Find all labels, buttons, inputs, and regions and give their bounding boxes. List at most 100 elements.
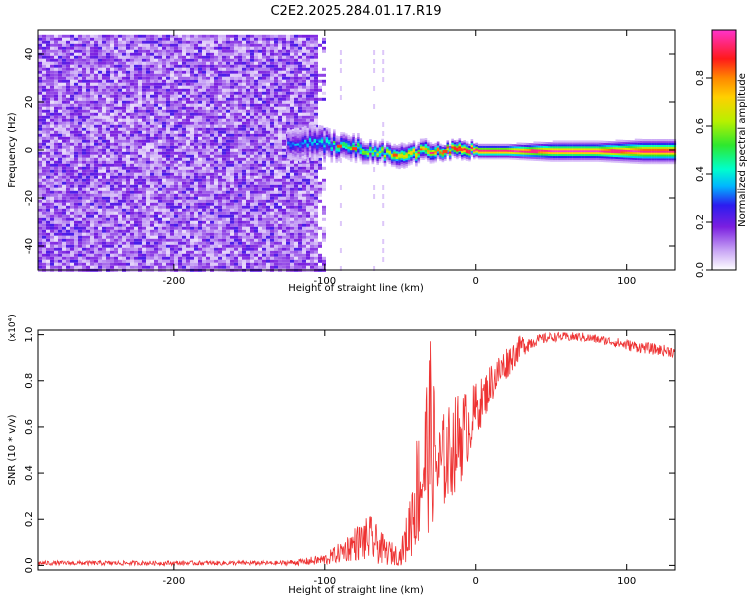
spectrogram-cell — [42, 211, 46, 215]
spectrogram-cell — [218, 46, 222, 50]
spectrogram-cell — [266, 256, 270, 260]
spectrogram-cell — [130, 256, 134, 260]
spectrogram-cell — [134, 70, 138, 74]
spectrogram-cell — [194, 250, 198, 254]
spectrogram-cell — [146, 49, 150, 53]
spectrogram-cell — [242, 163, 246, 167]
spectrogram-cell — [62, 208, 66, 212]
spectrogram-cell — [58, 205, 62, 209]
spectrogram-cell — [254, 64, 258, 68]
spectrogram-cell — [134, 67, 138, 71]
spectrogram-cell — [82, 112, 86, 116]
spectrogram-cell — [62, 193, 66, 197]
spectrogram-cell — [70, 163, 74, 167]
spectrogram-cell — [278, 94, 282, 98]
spectrogram-cell — [186, 139, 190, 143]
spectrogram-cell — [146, 67, 150, 71]
spectrogram-cell — [178, 184, 182, 188]
spectrogram-cell — [230, 223, 234, 227]
spectrogram-cell — [158, 226, 162, 230]
spectrogram-cell — [74, 178, 78, 182]
spectrogram-cell — [54, 88, 58, 92]
spectrogram-cell — [202, 208, 206, 212]
spectrogram-cell — [62, 43, 66, 47]
spectrogram-cell — [138, 52, 142, 56]
spectrogram-cell — [162, 139, 166, 143]
spectrogram-cell — [286, 211, 290, 215]
spectrogram-cell — [126, 52, 130, 56]
spectrogram-cell — [170, 193, 174, 197]
spectrogram-cell — [90, 91, 94, 95]
spectrogram-cell — [174, 109, 178, 113]
spectrogram-cell — [130, 181, 134, 185]
spectrogram-cell — [174, 79, 178, 83]
spectrogram-cell — [254, 256, 258, 260]
spectrogram-cell — [186, 91, 190, 95]
spectrogram-cell — [246, 94, 250, 98]
spectrogram-cell — [146, 208, 150, 212]
spectrogram-cell — [154, 70, 158, 74]
spectrogram-cell — [250, 136, 254, 140]
spectrogram-cell — [94, 199, 98, 203]
spectrogram-cell — [82, 265, 86, 269]
spectrogram-cell — [158, 229, 162, 233]
spectrogram-cell — [106, 160, 110, 164]
spectrogram-cell — [198, 142, 202, 146]
spectrogram-cell — [230, 190, 234, 194]
spectrogram-cell — [290, 43, 294, 47]
spectrogram-cell — [58, 133, 62, 137]
spectrogram-cell — [114, 58, 118, 62]
spectrogram-cell — [162, 37, 166, 41]
spectrogram-cell — [42, 220, 46, 224]
spectrogram-cell — [278, 247, 282, 251]
spectrogram-cell — [98, 226, 102, 230]
spectrogram-cell — [86, 142, 90, 146]
spectrogram-cell — [166, 220, 170, 224]
spectrogram-cell — [218, 136, 222, 140]
spectrogram-cell — [230, 91, 234, 95]
spectrogram-cell — [250, 61, 254, 65]
spectrogram-cell — [210, 223, 214, 227]
spectrogram-cell — [154, 46, 158, 50]
spectrogram-cell — [126, 217, 130, 221]
spectrogram-cell — [114, 91, 118, 95]
spectrogram-cell — [190, 211, 194, 215]
spectrogram-cell — [58, 160, 62, 164]
spectrogram-cell — [146, 55, 150, 59]
spectrogram-cell — [106, 40, 110, 44]
spectrogram-cell — [262, 73, 266, 77]
spectrogram-cell — [186, 166, 190, 170]
spectrogram-cell — [146, 94, 150, 98]
spectrogram-cell — [38, 73, 42, 77]
spectrogram-cell — [202, 52, 206, 56]
spectrogram-cell — [198, 61, 202, 65]
spectrogram-cell — [162, 256, 166, 260]
spectrogram-cell — [206, 229, 210, 233]
spectrogram-cell — [58, 97, 62, 101]
spectrogram-cell — [62, 169, 66, 173]
spectrogram-cell — [286, 187, 290, 191]
spectrogram-cell — [150, 64, 154, 68]
spectrogram-cell — [274, 55, 278, 59]
spectrogram-cell — [206, 67, 210, 71]
spectrogram-cell — [70, 76, 74, 80]
spectrogram-cell — [98, 202, 102, 206]
spectrogram-cell — [178, 256, 182, 260]
spectrogram-cell — [150, 55, 154, 59]
spectrogram-cell — [78, 235, 82, 239]
spectrogram-cell — [174, 82, 178, 86]
spectrogram-cell — [98, 52, 102, 56]
spectrogram-cell — [114, 118, 118, 122]
spectrogram-cell — [234, 103, 238, 107]
spectrogram-cell — [102, 43, 106, 47]
spectrogram-cell — [174, 133, 178, 137]
spectrogram-cell — [126, 55, 130, 59]
spectrogram-cell — [82, 259, 86, 263]
spectrogram-cell — [262, 172, 266, 176]
spectrogram-cell — [126, 142, 130, 146]
spectrogram-cell — [114, 250, 118, 254]
spectrogram-cell — [158, 55, 162, 59]
spectrogram-cell — [66, 253, 70, 257]
spectrogram-cell — [210, 73, 214, 77]
spectrogram-cell — [130, 241, 134, 245]
